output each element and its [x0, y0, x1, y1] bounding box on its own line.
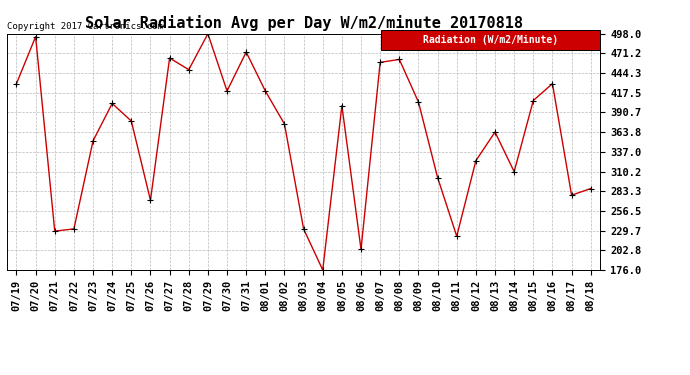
Text: Radiation (W/m2/Minute): Radiation (W/m2/Minute)	[423, 35, 558, 45]
Text: Copyright 2017 Cartronics.com: Copyright 2017 Cartronics.com	[7, 22, 163, 32]
Title: Solar Radiation Avg per Day W/m2/minute 20170818: Solar Radiation Avg per Day W/m2/minute …	[85, 15, 522, 31]
FancyBboxPatch shape	[381, 30, 600, 50]
